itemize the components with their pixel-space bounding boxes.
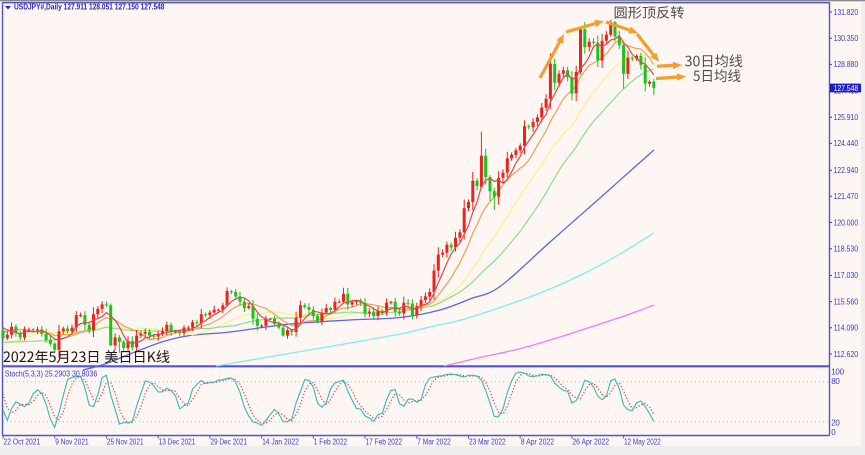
svg-text:29 Dec 2021: 29 Dec 2021 [210,437,247,446]
svg-text:80: 80 [831,377,840,386]
svg-text:9 Nov 2021: 9 Nov 2021 [55,437,89,446]
svg-text:14 Jan 2022: 14 Jan 2022 [262,437,299,446]
svg-text:120.000: 120.000 [834,218,859,227]
svg-text:Stoch(5,3,3) 25.2903 30.8036: Stoch(5,3,3) 25.2903 30.8036 [5,369,98,378]
svg-text:22 Oct 2021: 22 Oct 2021 [4,437,41,446]
svg-text:121.470: 121.470 [834,192,859,201]
svg-text:17 Feb 2022: 17 Feb 2022 [366,437,403,446]
svg-text:7 Mar 2022: 7 Mar 2022 [417,437,451,446]
svg-text:128.880: 128.880 [834,60,859,69]
svg-text:8 Apr 2022: 8 Apr 2022 [521,437,555,446]
svg-text:127.548: 127.548 [834,84,859,93]
svg-text:25 Nov 2021: 25 Nov 2021 [107,437,144,446]
svg-text:124.440: 124.440 [834,139,859,148]
svg-text:23 Mar 2022: 23 Mar 2022 [469,437,506,446]
svg-text:1 Feb 2022: 1 Feb 2022 [314,437,348,446]
svg-text:115.560: 115.560 [834,297,859,306]
svg-text:12 May 2022: 12 May 2022 [624,437,661,446]
svg-text:20: 20 [831,419,840,428]
svg-text:13 Dec 2021: 13 Dec 2021 [159,437,196,446]
svg-text:100: 100 [831,367,844,376]
svg-text:125.910: 125.910 [834,113,859,122]
svg-text:130.350: 130.350 [834,34,859,43]
svg-text:USDJPY#,Daily 127.911 128.051: USDJPY#,Daily 127.911 128.051 127.150 12… [14,3,165,12]
svg-text:117.030: 117.030 [834,271,859,280]
svg-text:118.530: 118.530 [834,245,859,254]
svg-text:131.820: 131.820 [834,8,859,17]
svg-text:114.090: 114.090 [834,324,859,333]
svg-text:112.620: 112.620 [834,350,859,359]
svg-text:0: 0 [831,428,836,437]
svg-text:122.940: 122.940 [834,166,859,175]
svg-text:26 Apr 2022: 26 Apr 2022 [572,437,609,446]
